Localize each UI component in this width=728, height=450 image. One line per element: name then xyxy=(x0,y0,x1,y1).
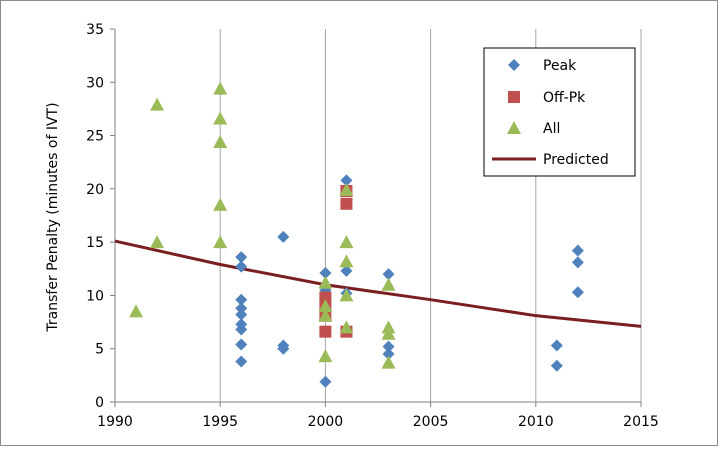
off-pk-point xyxy=(340,197,353,210)
all-point xyxy=(213,111,228,125)
y-tick-label: 35 xyxy=(86,22,104,38)
peak-point xyxy=(550,339,563,352)
legend-all-swatch xyxy=(507,121,521,134)
tick-labels: 1990 1995 2000 2005 2010 2015 0 5 10 15 20 25 30 35 xyxy=(86,22,659,430)
all-point xyxy=(150,97,165,111)
markers-layer xyxy=(129,81,584,388)
all-point xyxy=(381,355,396,369)
predicted-line xyxy=(114,239,642,328)
x-tick-label: 2015 xyxy=(623,414,659,430)
legend-off-pk-label: Off-Pk xyxy=(543,90,586,106)
all-point xyxy=(381,277,396,291)
all-point xyxy=(150,235,165,249)
peak-point xyxy=(382,348,395,361)
y-tick-label: 10 xyxy=(86,288,104,304)
peak-point xyxy=(235,260,248,273)
x-tick-label: 2000 xyxy=(308,414,344,430)
y-tick-label: 25 xyxy=(86,129,104,145)
y-tick-label: 0 xyxy=(95,395,104,411)
legend-off-pk-swatch xyxy=(508,91,520,103)
all-point xyxy=(339,235,354,249)
legend-peak-label: Peak xyxy=(543,58,577,74)
x-tick-label: 2010 xyxy=(518,414,554,430)
x-tick-label: 1995 xyxy=(202,414,238,430)
all-point xyxy=(318,349,333,363)
legend-entries: Peak Off-Pk All Predicted xyxy=(492,58,609,168)
axes xyxy=(110,28,642,407)
all-point xyxy=(339,182,354,196)
peak-point xyxy=(340,264,353,277)
peak-point xyxy=(277,230,290,243)
all-point xyxy=(318,275,333,289)
peak-point xyxy=(235,355,248,368)
y-tick-label: 20 xyxy=(86,182,104,198)
legend-all-label: All xyxy=(543,121,560,137)
all-point xyxy=(339,288,354,302)
all-point xyxy=(318,299,333,313)
all-point xyxy=(213,235,228,249)
off-pk-point xyxy=(319,325,332,338)
peak-point xyxy=(571,244,584,257)
peak-point xyxy=(382,340,395,353)
chart-frame: 1990 1995 2000 2005 2010 2015 0 5 10 15 20 25 30 35 T… xyxy=(0,0,718,446)
all-point xyxy=(213,134,228,148)
x-tick-label: 2005 xyxy=(413,414,449,430)
peak-point xyxy=(277,342,290,355)
peak-point xyxy=(340,174,353,187)
legend-box xyxy=(483,47,636,177)
y-tick-label: 5 xyxy=(95,342,104,358)
peak-point xyxy=(235,302,248,315)
legend-peak-swatch xyxy=(508,59,520,71)
peak-point xyxy=(571,256,584,269)
legend: Peak Off-Pk All Predicted xyxy=(483,47,636,177)
peak-point xyxy=(571,286,584,299)
all-point xyxy=(339,254,354,268)
all-point xyxy=(381,326,396,340)
y-axis-title: Transfer Penalty (minutes of IVT) xyxy=(45,102,61,332)
all-point xyxy=(213,81,228,95)
all-point xyxy=(213,197,228,211)
peak-point xyxy=(235,323,248,336)
x-tick-label: 1990 xyxy=(97,414,133,430)
peak-point xyxy=(235,293,248,306)
y-tick-label: 30 xyxy=(86,75,104,91)
peak-point xyxy=(235,251,248,264)
predicted-line-layer xyxy=(114,239,642,328)
peak-point xyxy=(235,308,248,321)
peak-point xyxy=(235,338,248,351)
peak-point xyxy=(319,267,332,280)
all-point xyxy=(318,308,333,322)
peak-point xyxy=(319,375,332,388)
all-point xyxy=(129,304,144,318)
all-point xyxy=(339,320,354,334)
peak-point xyxy=(382,268,395,281)
y-tick-label: 15 xyxy=(86,235,104,251)
scatter-chart: 1990 1995 2000 2005 2010 2015 0 5 10 15 20 25 30 35 T… xyxy=(45,22,659,430)
legend-predicted-label: Predicted xyxy=(543,152,609,168)
peak-point xyxy=(550,359,563,372)
